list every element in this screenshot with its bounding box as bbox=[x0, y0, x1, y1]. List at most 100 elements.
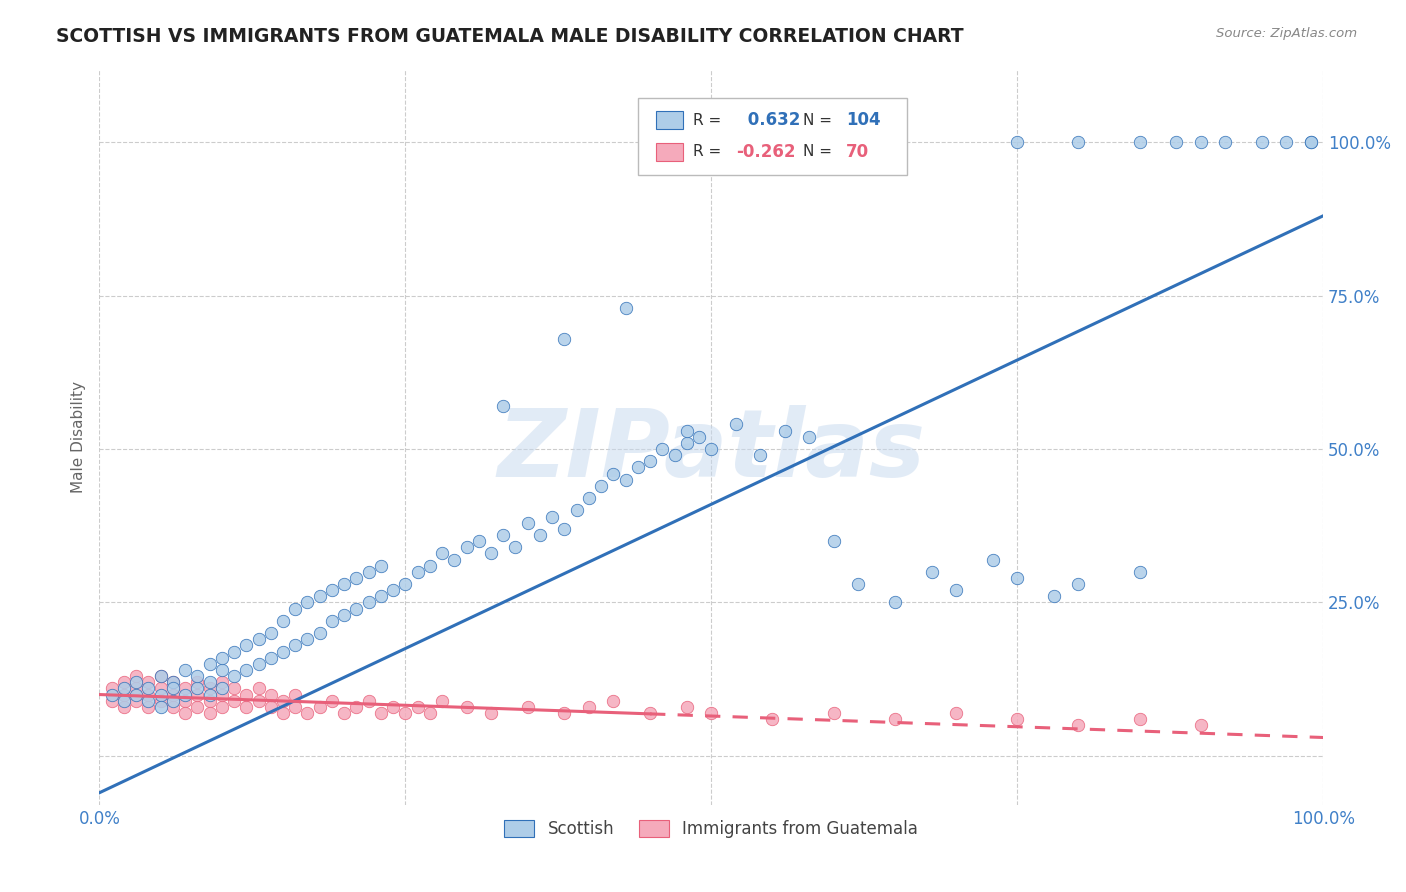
Point bbox=[1166, 135, 1188, 149]
Point bbox=[981, 552, 1004, 566]
Legend: Scottish, Immigrants from Guatemala: Scottish, Immigrants from Guatemala bbox=[498, 813, 925, 845]
Point bbox=[700, 442, 723, 456]
Point bbox=[394, 577, 416, 591]
Point bbox=[271, 694, 294, 708]
Point bbox=[602, 694, 624, 708]
Point bbox=[198, 688, 221, 702]
Point bbox=[162, 699, 184, 714]
Point bbox=[357, 694, 380, 708]
Point bbox=[553, 706, 575, 720]
Point bbox=[260, 688, 283, 702]
Point bbox=[235, 639, 257, 653]
Point bbox=[602, 467, 624, 481]
Point bbox=[1275, 135, 1298, 149]
Point bbox=[321, 694, 343, 708]
Point bbox=[761, 712, 783, 726]
Point bbox=[211, 688, 233, 702]
Point bbox=[724, 417, 747, 432]
Point bbox=[321, 583, 343, 598]
Point bbox=[638, 706, 661, 720]
Point bbox=[344, 699, 367, 714]
Point bbox=[492, 399, 515, 413]
Point bbox=[1067, 718, 1090, 732]
Point bbox=[112, 688, 135, 702]
Point bbox=[284, 688, 307, 702]
Point bbox=[883, 595, 905, 609]
Point bbox=[1189, 718, 1212, 732]
Point bbox=[271, 706, 294, 720]
Point bbox=[271, 614, 294, 628]
Point bbox=[1005, 712, 1028, 726]
Point bbox=[1251, 135, 1274, 149]
Text: N =: N = bbox=[803, 145, 837, 160]
Point bbox=[198, 657, 221, 671]
Point bbox=[271, 644, 294, 658]
FancyBboxPatch shape bbox=[657, 111, 683, 129]
Point bbox=[112, 675, 135, 690]
Point bbox=[799, 430, 821, 444]
Point bbox=[1129, 135, 1152, 149]
Point bbox=[333, 706, 356, 720]
Point bbox=[174, 681, 197, 696]
FancyBboxPatch shape bbox=[638, 98, 907, 176]
Text: N =: N = bbox=[803, 112, 837, 128]
Point bbox=[138, 681, 160, 696]
Point bbox=[675, 436, 697, 450]
Point bbox=[260, 699, 283, 714]
Point bbox=[198, 694, 221, 708]
Point bbox=[174, 688, 197, 702]
Point bbox=[565, 503, 588, 517]
Point bbox=[149, 669, 172, 683]
Point bbox=[529, 528, 551, 542]
Point bbox=[553, 332, 575, 346]
Text: 0.632: 0.632 bbox=[742, 112, 800, 129]
Point bbox=[112, 699, 135, 714]
Point bbox=[1299, 135, 1322, 149]
Point bbox=[945, 706, 967, 720]
Point bbox=[284, 699, 307, 714]
Point bbox=[883, 712, 905, 726]
Point bbox=[211, 650, 233, 665]
Text: 70: 70 bbox=[846, 143, 869, 161]
Point bbox=[247, 694, 270, 708]
Point bbox=[419, 558, 441, 573]
Point bbox=[688, 430, 710, 444]
Point bbox=[370, 706, 392, 720]
Point bbox=[541, 509, 564, 524]
Point bbox=[357, 595, 380, 609]
Point bbox=[344, 571, 367, 585]
Text: -0.262: -0.262 bbox=[735, 143, 796, 161]
Point bbox=[112, 694, 135, 708]
Point bbox=[406, 699, 429, 714]
Point bbox=[749, 448, 772, 462]
Y-axis label: Male Disability: Male Disability bbox=[72, 381, 86, 492]
Point bbox=[1129, 712, 1152, 726]
Point bbox=[138, 694, 160, 708]
Point bbox=[222, 694, 245, 708]
Point bbox=[945, 583, 967, 598]
Point bbox=[468, 534, 491, 549]
Point bbox=[638, 454, 661, 468]
Point bbox=[211, 681, 233, 696]
Point bbox=[1005, 571, 1028, 585]
Point bbox=[198, 706, 221, 720]
Point bbox=[823, 706, 845, 720]
Point bbox=[162, 688, 184, 702]
Point bbox=[125, 694, 148, 708]
Point bbox=[578, 699, 600, 714]
Point bbox=[125, 681, 148, 696]
Text: ZIPatlas: ZIPatlas bbox=[498, 406, 925, 498]
Point bbox=[419, 706, 441, 720]
Point bbox=[553, 522, 575, 536]
Point bbox=[614, 473, 637, 487]
Point bbox=[162, 681, 184, 696]
Point bbox=[260, 650, 283, 665]
Point bbox=[846, 577, 869, 591]
Point bbox=[112, 681, 135, 696]
Point bbox=[174, 694, 197, 708]
Point bbox=[394, 706, 416, 720]
Point bbox=[505, 540, 527, 554]
Point bbox=[357, 565, 380, 579]
Point bbox=[479, 546, 502, 560]
Point bbox=[211, 675, 233, 690]
